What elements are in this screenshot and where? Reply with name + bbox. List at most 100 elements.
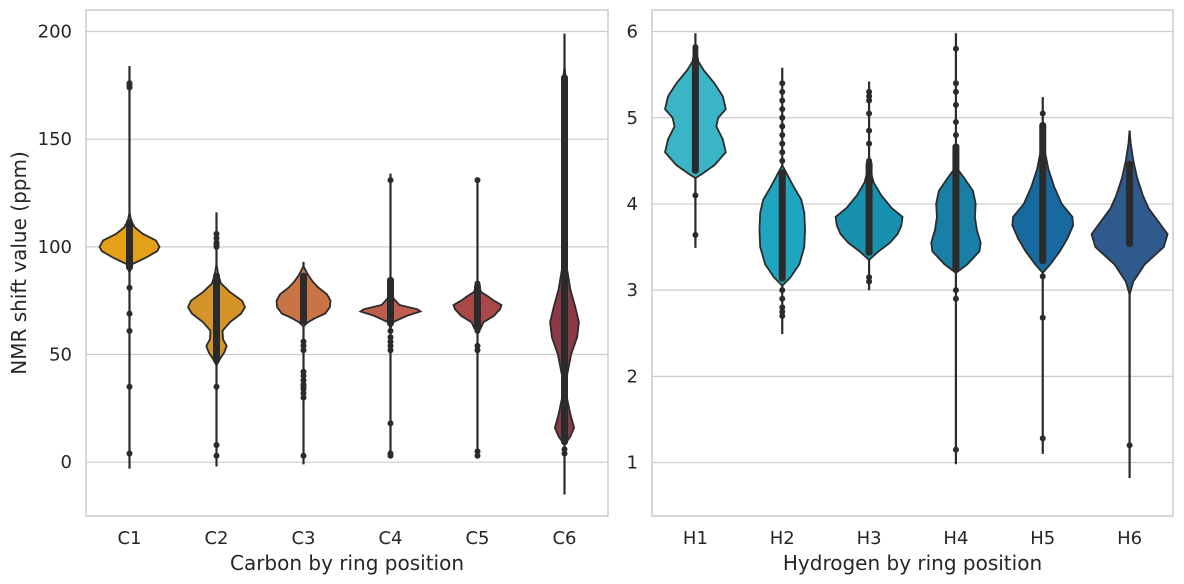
data-point-H2 <box>779 295 786 302</box>
y-tick-label: 100 <box>38 237 72 258</box>
data-point-H5 <box>1039 140 1046 147</box>
data-point-C1 <box>126 327 133 334</box>
data-point-H6 <box>1126 218 1133 225</box>
data-point-C5 <box>474 280 481 287</box>
data-point-H5 <box>1039 149 1046 156</box>
data-point-C3 <box>300 377 307 384</box>
data-point-H6 <box>1126 183 1133 190</box>
x-tick-label: H1 <box>683 528 708 549</box>
data-point-H1 <box>692 231 699 238</box>
y-tick-label: 1 <box>627 453 638 474</box>
data-point-H2 <box>779 123 786 130</box>
data-point-H6 <box>1126 226 1133 233</box>
data-point-C6 <box>561 75 568 82</box>
data-point-C3 <box>300 368 307 375</box>
data-point-C4 <box>387 334 394 341</box>
data-point-H3 <box>866 278 873 285</box>
y-axis-label: NMR shift value (ppm) <box>7 151 31 374</box>
violin-points-core-H3 <box>865 160 873 256</box>
violin-points-core-H6 <box>1126 160 1134 248</box>
data-point-H2 <box>779 313 786 320</box>
y-tick-label: 5 <box>627 108 638 129</box>
data-point-H6 <box>1126 209 1133 216</box>
data-point-H2 <box>779 97 786 104</box>
violin-points-core-C2 <box>213 272 220 364</box>
hydrogen-violin-panel: 1 2 3 4 5 6 H1 H2 H3 H4 H5 H6 Hydrogen by ring posit… <box>627 9 1174 575</box>
data-point-H5 <box>1039 435 1046 442</box>
data-point-H4 <box>952 45 959 52</box>
data-point-H3 <box>866 140 873 147</box>
data-point-H4 <box>952 446 959 453</box>
data-point-C4 <box>387 342 394 349</box>
data-point-H2 <box>779 131 786 138</box>
data-point-H4 <box>952 287 959 294</box>
y-tick-label: 2 <box>627 366 638 387</box>
data-point-C3 <box>300 342 307 349</box>
x-axis-label: Hydrogen by ring position <box>783 551 1042 575</box>
data-point-H2 <box>779 157 786 164</box>
data-point-C4 <box>387 338 394 345</box>
violin-points-core-H5 <box>1039 122 1047 265</box>
x-tick-label: C2 <box>204 528 228 549</box>
data-point-H2 <box>779 287 786 294</box>
data-point-C6 <box>561 450 568 457</box>
data-point-H3 <box>866 274 873 281</box>
data-point-C3 <box>300 452 307 459</box>
y-tick-label: 6 <box>627 22 638 43</box>
data-point-C3 <box>300 373 307 380</box>
violin-points-core-H4 <box>952 143 960 273</box>
y-tick-label: 150 <box>38 129 72 150</box>
violin-points-core-C1 <box>126 218 133 271</box>
x-tick-label: H3 <box>857 528 882 549</box>
data-point-C3 <box>300 381 307 388</box>
data-point-C3 <box>300 394 307 401</box>
violin-points-core-C4 <box>387 276 394 327</box>
data-point-H6 <box>1126 175 1133 182</box>
x-tick-label: H2 <box>770 528 795 549</box>
data-point-H2 <box>779 88 786 95</box>
x-tick-label: C6 <box>552 528 576 549</box>
data-point-H2 <box>779 304 786 311</box>
y-tick-label: 200 <box>38 22 72 43</box>
data-point-H3 <box>866 97 873 104</box>
data-point-C2 <box>213 235 220 242</box>
data-point-H4 <box>952 88 959 95</box>
data-point-H2 <box>779 106 786 113</box>
data-point-H1 <box>692 44 699 51</box>
data-point-H5 <box>1039 123 1046 130</box>
data-point-C2 <box>213 441 220 448</box>
data-point-C1 <box>126 284 133 291</box>
data-point-H3 <box>866 127 873 134</box>
violin-points-core-H1 <box>691 55 699 174</box>
data-point-H6 <box>1126 239 1133 246</box>
data-point-C6 <box>561 88 568 95</box>
x-tick-label: C4 <box>378 528 402 549</box>
y-tick-label: 3 <box>627 280 638 301</box>
x-axis-label: Carbon by ring position <box>230 551 464 575</box>
data-point-C5 <box>474 452 481 459</box>
data-point-C4 <box>387 420 394 427</box>
carbon-violin-panel: 0 50 100 150 200 C1 C2 C3 C4 C5 C6 Carbon by ring p… <box>7 9 609 575</box>
x-tick-label: C1 <box>117 528 141 549</box>
data-point-C2 <box>213 230 220 237</box>
data-point-H2 <box>779 149 786 156</box>
violin-points-core-C5 <box>474 283 481 331</box>
data-point-C1 <box>126 450 133 457</box>
data-point-H4 <box>952 131 959 138</box>
data-point-H2 <box>779 80 786 87</box>
plot-frame <box>85 9 609 517</box>
data-point-C3 <box>300 390 307 397</box>
data-point-C5 <box>474 342 481 349</box>
violin-points-core-C6 <box>561 74 568 445</box>
plot-frame <box>651 9 1174 517</box>
data-point-H4 <box>952 295 959 302</box>
data-point-H4 <box>952 119 959 126</box>
data-point-C5 <box>474 448 481 455</box>
data-point-C2 <box>213 452 220 459</box>
data-point-C2 <box>213 239 220 246</box>
data-point-C4 <box>387 177 394 184</box>
data-point-H3 <box>866 93 873 100</box>
violin-points-core-H2 <box>778 169 786 282</box>
data-point-H2 <box>779 140 786 147</box>
data-point-C4 <box>387 327 394 334</box>
